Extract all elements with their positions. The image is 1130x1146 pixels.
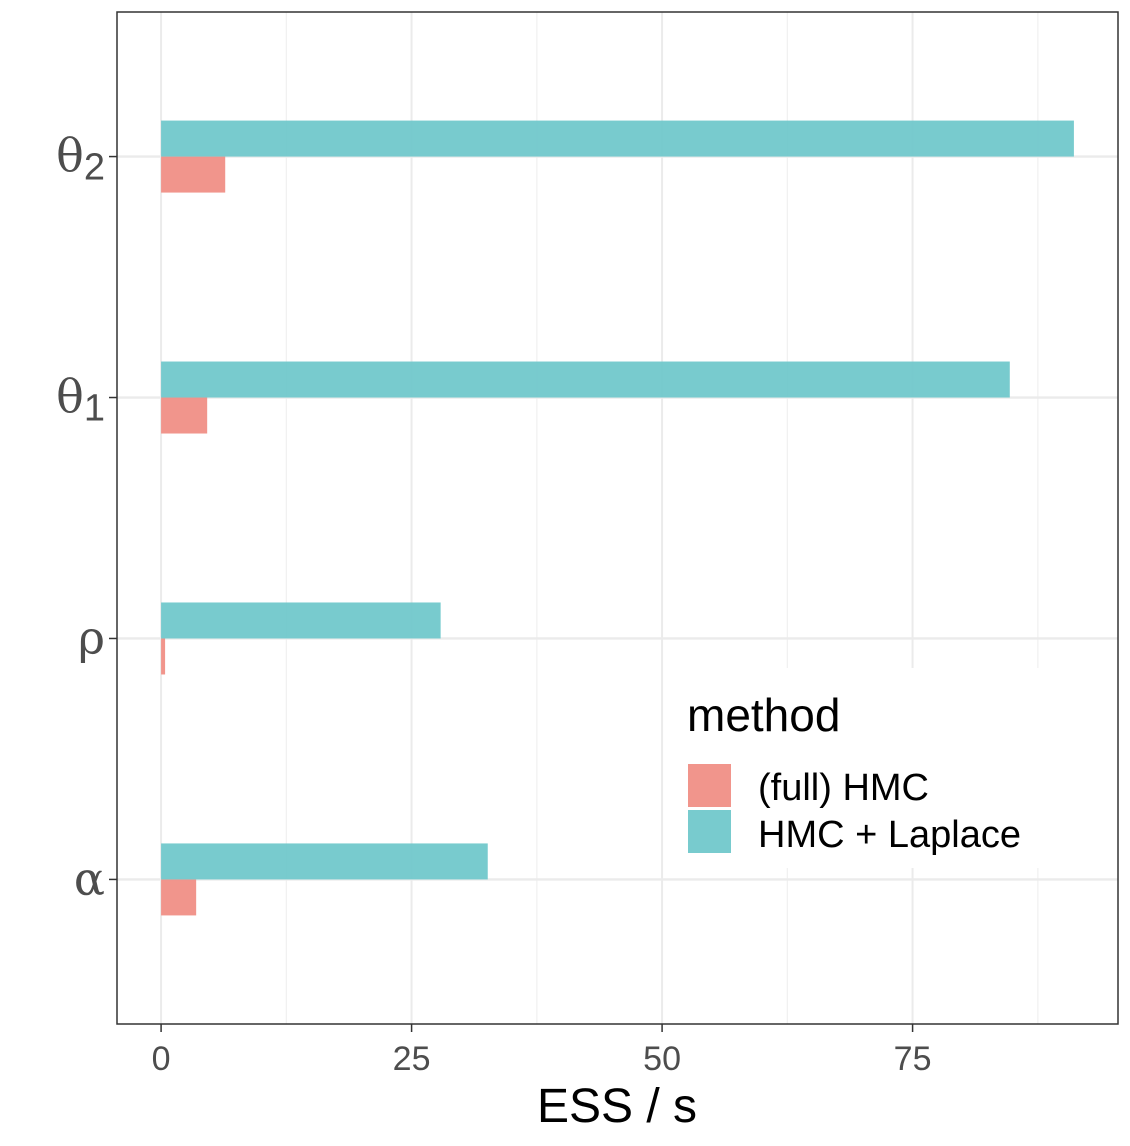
axes: 0 25 50 75 α ρ θ1 θ2 <box>56 129 931 1078</box>
legend-key-full-hmc <box>688 764 731 807</box>
bar-full-hmc-3 <box>161 156 226 193</box>
y-tick-label: α <box>74 851 105 905</box>
x-tick-label: 75 <box>894 1040 932 1078</box>
bar-full-hmc-1 <box>161 638 166 675</box>
y-tick-label: θ2 <box>56 129 105 189</box>
bar-full-hmc-0 <box>161 879 197 916</box>
x-axis-title: ESS / s <box>537 1080 697 1133</box>
legend-background <box>672 668 1072 868</box>
legend-label-hmc-laplace: HMC + Laplace <box>758 814 1021 856</box>
bar-hmc-laplace-1 <box>161 602 441 639</box>
bar-hmc-laplace-2 <box>161 361 1010 398</box>
bar-hmc-laplace-0 <box>161 843 488 880</box>
legend-key-hmc-laplace <box>688 810 731 853</box>
y-tick-label: ρ <box>78 610 105 664</box>
x-tick-label: 25 <box>393 1040 431 1078</box>
legend: method (full) HMC HMC + Laplace <box>672 668 1072 868</box>
bars <box>161 120 1074 916</box>
y-tick-label: θ1 <box>56 370 105 430</box>
x-tick-label: 50 <box>643 1040 681 1078</box>
bar-hmc-laplace-3 <box>161 120 1074 157</box>
plot-border <box>116 11 1119 1025</box>
bar-full-hmc-2 <box>161 397 208 434</box>
legend-title: method <box>687 689 840 741</box>
x-tick-label: 0 <box>152 1040 171 1078</box>
legend-label-full-hmc: (full) HMC <box>758 767 929 809</box>
